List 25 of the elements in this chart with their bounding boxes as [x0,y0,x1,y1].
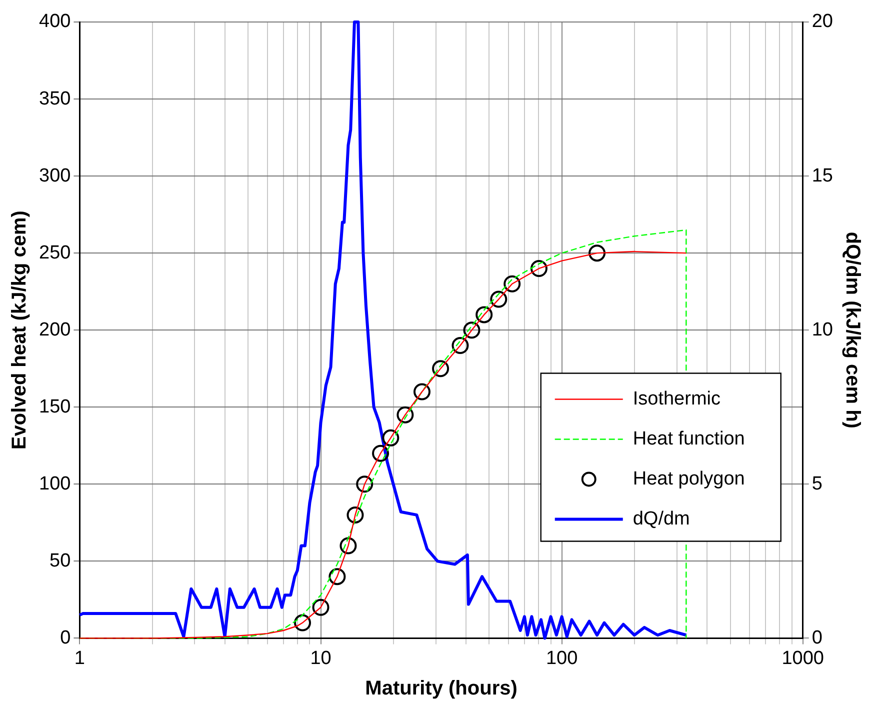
y2-tick-label: 15 [812,165,834,186]
legend-label: dQ/dm [632,508,690,530]
y2-tick-label: 5 [812,473,822,494]
y-tick-label: 50 [50,550,71,572]
legend-label: Heat polygon [632,468,745,490]
y-tick-label: 100 [39,473,71,494]
y-tick-label: 200 [39,319,71,340]
y-tick-label: 150 [39,396,71,418]
y-tick-label: 300 [39,165,71,186]
legend-label: Isothermic [632,388,721,410]
x-axis-title: Maturity (hours) [365,678,518,700]
y-tick-label: 400 [39,11,71,32]
y2-tick-label: 0 [812,627,822,648]
x-tick-label: 1000 [782,648,824,669]
x-tick-label: 10 [310,648,332,669]
y2-axis-title: dQ/dm (kJ/kg cem h) [841,232,864,428]
y-tick-label: 0 [60,627,71,648]
x-tick-label: 100 [546,648,578,669]
x-tick-label: 1 [74,648,85,669]
y2-tick-label: 10 [812,319,834,340]
legend-label: Heat function [632,428,745,450]
y2-tick-label: 20 [812,11,834,32]
y-axis-title: Evolved heat (kJ/kg cem) [8,210,31,450]
y-tick-label: 250 [39,242,71,264]
y-tick-label: 350 [39,88,71,110]
